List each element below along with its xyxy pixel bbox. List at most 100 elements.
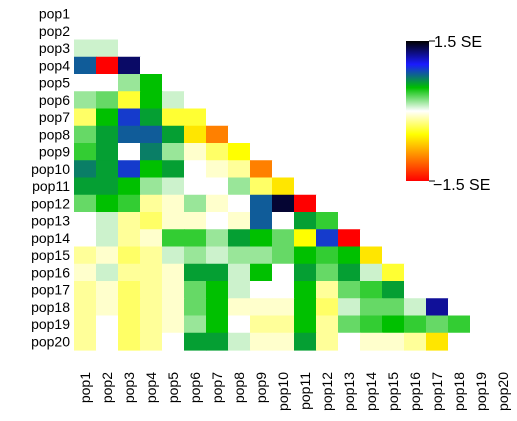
heatmap-cell-pop9-pop5	[162, 143, 185, 161]
heatmap-cell-pop14-pop6	[184, 229, 207, 248]
heatmap-cell-pop18-pop10	[272, 298, 295, 317]
row-label-pop20: pop20	[31, 333, 70, 349]
heatmap-cell-pop18-pop13	[338, 298, 361, 317]
colorbar-ramp	[406, 41, 429, 181]
heatmap-cell-pop20-pop6	[184, 332, 207, 351]
heatmap-cell-pop17-pop17	[426, 281, 449, 299]
row-label-pop12: pop12	[31, 195, 70, 211]
heatmap-cell-pop20-pop10	[272, 332, 295, 351]
heatmap-cell-pop16-pop6	[184, 263, 207, 282]
row-label-pop7: pop7	[39, 109, 70, 125]
heatmap-cell-pop18-pop1	[74, 298, 97, 317]
heatmap-cell-pop7-pop5	[162, 108, 185, 127]
heatmap-cell-pop16-pop8	[228, 263, 251, 282]
heatmap-cell-pop20-pop16	[404, 332, 427, 351]
heatmap-cell-pop20-pop14	[360, 332, 383, 351]
heatmap-cell-pop12-pop10	[272, 194, 295, 213]
heatmap-cell-pop16-pop9	[250, 263, 273, 282]
heatmap-cell-pop17-pop6	[184, 281, 207, 299]
heatmap-cell-pop17-pop13	[338, 281, 361, 299]
heatmap-cell-pop18-pop4	[140, 298, 163, 317]
heatmap-cell-pop17-pop8	[228, 281, 251, 299]
heatmap-cell-pop7-pop1	[74, 108, 97, 127]
heatmap-cell-pop16-pop12	[316, 263, 339, 282]
heatmap-cell-pop15-pop3	[118, 246, 141, 265]
heatmap-cell-pop20-pop7	[206, 332, 229, 351]
heatmap-cell-pop2-pop2	[96, 22, 119, 41]
heatmap-cell-pop10-pop2	[96, 160, 119, 179]
heatmap-cell-pop18-pop15	[382, 298, 405, 317]
heatmap-cell-pop12-pop9	[250, 194, 273, 213]
heatmap-cell-pop18-pop17	[426, 298, 449, 317]
heatmap-cell-pop4-pop1	[74, 56, 97, 75]
heatmap-cell-pop12-pop3	[118, 194, 141, 213]
row-label-pop19: pop19	[31, 316, 70, 332]
heatmap-cell-pop19-pop6	[184, 315, 207, 334]
heatmap-cell-pop18-pop18	[448, 298, 471, 317]
heatmap-cell-pop17-pop7	[206, 281, 229, 299]
column-label-pop19: pop19	[473, 372, 489, 411]
heatmap-cell-pop16-pop1	[74, 263, 97, 282]
heatmap-cell-pop14-pop13	[338, 229, 361, 248]
heatmap-cell-pop9-pop7	[206, 143, 229, 161]
row-label-pop17: pop17	[31, 282, 70, 298]
heatmap-cell-pop16-pop10	[272, 263, 295, 282]
heatmap-cell-pop18-pop2	[96, 298, 119, 317]
heatmap-cell-pop15-pop11	[294, 246, 317, 265]
heatmap-cell-pop11-pop9	[250, 177, 273, 196]
heatmap-cell-pop19-pop12	[316, 315, 339, 334]
heatmap-cell-pop5-pop4	[140, 74, 163, 92]
heatmap-cell-pop18-pop16	[404, 298, 427, 317]
heatmap-cell-pop16-pop7	[206, 263, 229, 282]
heatmap-cell-pop16-pop2	[96, 263, 119, 282]
row-label-pop10: pop10	[31, 161, 70, 177]
heatmap-cell-pop20-pop1	[74, 332, 97, 351]
heatmap-cell-pop17-pop5	[162, 281, 185, 299]
heatmap-cell-pop15-pop14	[360, 246, 383, 265]
heatmap-cell-pop12-pop6	[184, 194, 207, 213]
heatmap-cell-pop18-pop11	[294, 298, 317, 317]
heatmap-cell-pop12-pop11	[294, 194, 317, 213]
heatmap-cell-pop15-pop4	[140, 246, 163, 265]
heatmap-cell-pop7-pop7	[206, 108, 229, 127]
heatmap-cell-pop13-pop11	[294, 212, 317, 230]
heatmap-cell-pop9-pop6	[184, 143, 207, 161]
heatmap-cell-pop16-pop3	[118, 263, 141, 282]
heatmap-cell-pop19-pop4	[140, 315, 163, 334]
heatmap-cell-pop19-pop3	[118, 315, 141, 334]
heatmap-cell-pop3-pop3	[118, 39, 141, 58]
row-label-pop4: pop4	[39, 57, 70, 73]
row-label-pop13: pop13	[31, 213, 70, 229]
heatmap-cell-pop14-pop1	[74, 229, 97, 248]
heatmap-cell-pop17-pop11	[294, 281, 317, 299]
heatmap-cell-pop20-pop17	[426, 332, 449, 351]
heatmap-cell-pop11-pop2	[96, 177, 119, 196]
heatmap-cell-pop6-pop2	[96, 91, 119, 110]
heatmap-cell-pop13-pop7	[206, 212, 229, 230]
heatmap-cell-pop11-pop3	[118, 177, 141, 196]
heatmap-cell-pop14-pop5	[162, 229, 185, 248]
row-label-pop2: pop2	[39, 23, 70, 39]
row-label-pop8: pop8	[39, 126, 70, 142]
heatmap-cell-pop6-pop1	[74, 91, 97, 110]
heatmap-cell-pop15-pop15	[382, 246, 405, 265]
heatmap-cells	[74, 5, 515, 351]
column-labels: pop1 pop2 pop3 pop4 pop5 pop6 pop7 pop8 pop9 pop1…	[77, 372, 511, 411]
heatmap-cell-pop7-pop4	[140, 108, 163, 127]
row-label-pop18: pop18	[31, 299, 70, 315]
heatmap-cell-pop19-pop17	[426, 315, 449, 334]
heatmap-cell-pop14-pop10	[272, 229, 295, 248]
heatmap-cell-pop13-pop6	[184, 212, 207, 230]
heatmap-cell-pop11-pop4	[140, 177, 163, 196]
heatmap-cell-pop13-pop8	[228, 212, 251, 230]
heatmap-cell-pop18-pop14	[360, 298, 383, 317]
heatmap-cell-pop19-pop18	[448, 315, 471, 334]
column-label-pop9: pop9	[253, 372, 269, 403]
heatmap-cell-pop15-pop9	[250, 246, 273, 265]
heatmap-cell-pop6-pop4	[140, 91, 163, 110]
heatmap-cell-pop10-pop5	[162, 160, 185, 179]
colorbar: 1.5 SE −1.5 SE	[406, 34, 490, 194]
heatmap-cell-pop10-pop4	[140, 160, 163, 179]
row-label-pop6: pop6	[39, 92, 70, 108]
row-label-pop1: pop1	[39, 6, 70, 22]
